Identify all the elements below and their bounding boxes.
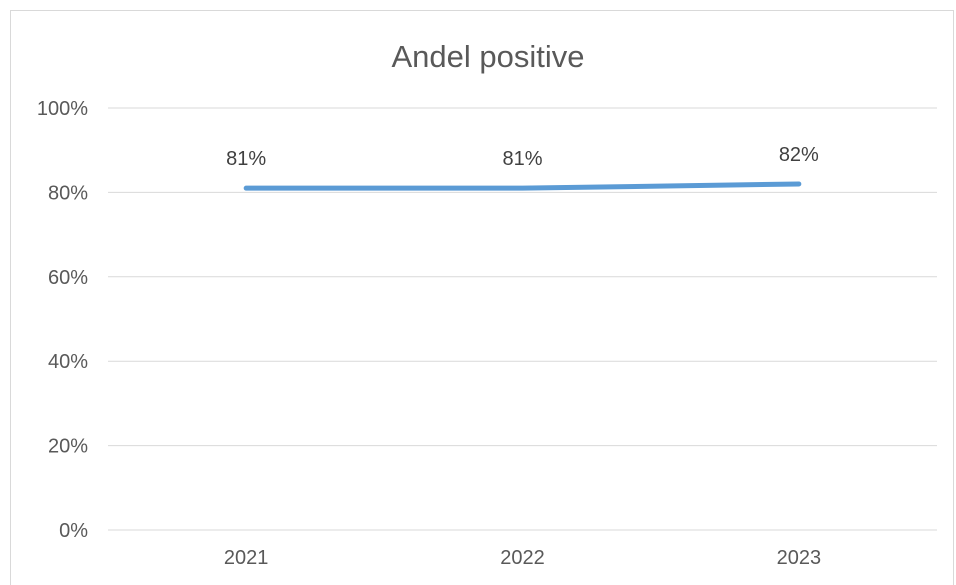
data-label: 81% [502,148,542,170]
x-axis-ticks: 2021 2022 2023 [224,547,821,569]
y-tick-label: 80% [48,182,88,204]
y-tick-label: 60% [48,267,88,289]
x-tick-label: 2022 [500,547,545,569]
y-axis-ticks: 0% 20% 40% 60% 80% 100% [37,98,88,542]
y-tick-label: 0% [59,520,88,542]
chart-title: Andel positive [391,39,584,74]
y-tick-label: 100% [37,98,88,120]
chart-frame [10,10,954,585]
y-tick-label: 20% [48,436,88,458]
data-labels: 81% 81% 82% [226,144,819,170]
x-tick-label: 2021 [224,547,269,569]
series-layer [243,181,802,191]
data-label: 81% [226,148,266,170]
x-tick-label: 2023 [777,547,822,569]
series-line-0 [243,181,802,191]
y-tick-label: 40% [48,351,88,373]
data-label: 82% [779,144,819,166]
gridlines [108,107,937,531]
